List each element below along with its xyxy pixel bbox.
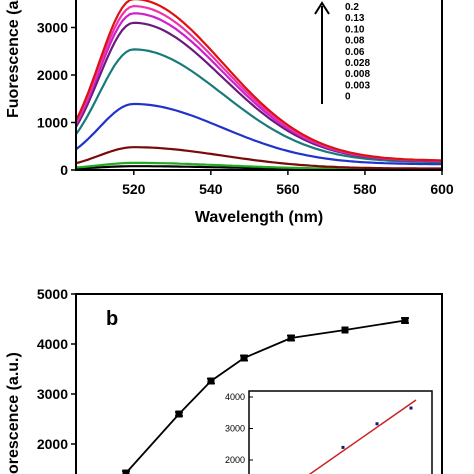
calibration-chart: 2000 3000 4000 5000 b orescence (a.u.) 2000… bbox=[5, 286, 443, 474]
y-tick-label: 4000 bbox=[37, 336, 68, 352]
inset-y-tick-label: 3000 bbox=[225, 424, 245, 434]
inset-content: 2000 3000 4000 bbox=[225, 392, 417, 474]
spectra-plot-frame bbox=[75, 0, 443, 171]
calibration-series bbox=[122, 317, 409, 474]
legend-entry: 0.2 bbox=[345, 2, 359, 13]
inset-y-tick-label: 2000 bbox=[225, 455, 245, 465]
y-tick-label: 0 bbox=[60, 162, 68, 178]
inset-data-point bbox=[409, 406, 413, 410]
spectra-ticks: 520 540 560 580 600 0 1000 2000 3000 bbox=[37, 20, 454, 198]
spectrum-line-0-13 bbox=[75, 4, 442, 162]
inset-data-point bbox=[341, 445, 345, 449]
x-tick-label: 580 bbox=[353, 181, 377, 197]
legend-entry: 0.13 bbox=[345, 13, 365, 24]
x-tick-label: 560 bbox=[276, 181, 300, 197]
y-tick-label: 3000 bbox=[37, 20, 68, 36]
spectrum-line-0-08 bbox=[75, 21, 442, 163]
spectrum-line-0-2 bbox=[75, 0, 443, 162]
spectra-y-axis-title: Fuorescence (a bbox=[5, 1, 22, 118]
spectrum-line-0-10 bbox=[75, 12, 443, 162]
calibration-ticks: 2000 3000 4000 5000 bbox=[37, 286, 76, 452]
legend-entry: 0.028 bbox=[345, 58, 370, 69]
calibration-plot-frame bbox=[75, 293, 443, 474]
spectrum-line-0-008 bbox=[75, 146, 442, 170]
y-tick-label: 5000 bbox=[37, 286, 68, 302]
spectra-series-group bbox=[75, 0, 443, 171]
arrow-head-icon bbox=[314, 1, 330, 15]
legend-entry: 0.08 bbox=[345, 36, 365, 47]
panel-label-b: b bbox=[106, 308, 118, 330]
legend-entry: 0.06 bbox=[345, 47, 365, 58]
y-tick-label: 3000 bbox=[37, 386, 68, 402]
x-tick-label: 600 bbox=[430, 181, 454, 197]
inset-data-point bbox=[375, 422, 379, 426]
inset-frame bbox=[248, 390, 433, 474]
y-tick-label: 2000 bbox=[37, 67, 68, 83]
x-tick-label: 540 bbox=[199, 181, 223, 197]
inset-y-tick-label: 4000 bbox=[225, 392, 245, 402]
legend-entry: 0.10 bbox=[345, 24, 365, 35]
inset-fit-line bbox=[308, 399, 417, 474]
legend-entry: 0.008 bbox=[345, 69, 370, 80]
spectrum-line-0-06 bbox=[75, 48, 442, 164]
spectra-chart: 520 540 560 580 600 0 1000 2000 3000 Wavelength … bbox=[5, 0, 454, 226]
linear-range-inset: 2000 3000 4000 bbox=[225, 390, 433, 474]
y-tick-label: 2000 bbox=[37, 436, 68, 452]
spectra-x-axis-title: Wavelength (nm) bbox=[195, 209, 323, 226]
legend-entry: 0 bbox=[345, 92, 351, 103]
data-point bbox=[341, 326, 349, 334]
legend-entry: 0.003 bbox=[345, 80, 370, 91]
calibration-y-axis-title: orescence (a.u.) bbox=[5, 352, 22, 474]
spectrum-line-0-028 bbox=[75, 102, 443, 166]
x-tick-label: 520 bbox=[122, 181, 146, 197]
y-tick-label: 1000 bbox=[37, 115, 68, 131]
